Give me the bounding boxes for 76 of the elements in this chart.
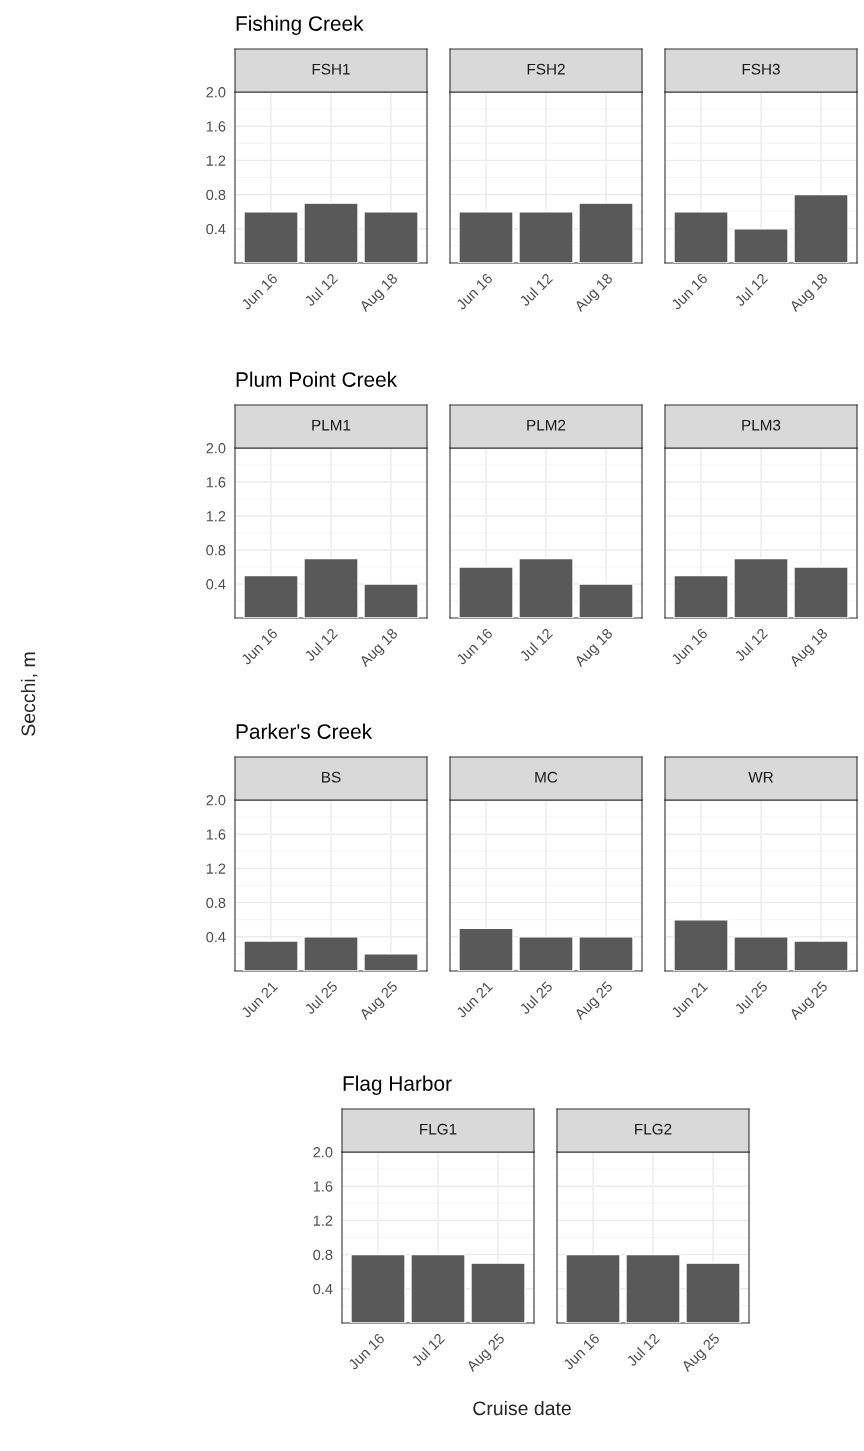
y-axis-title: Secchi, m [20,652,38,736]
chart-subtitle: PLM3 [742,419,781,431]
y-tick-label: 1.6 [206,829,226,840]
x-tick-label: Aug 25 [465,1332,508,1375]
x-tick-label: Jul 12 [733,627,769,662]
x-tick-label: Jun 16 [240,272,279,311]
y-tick-label: 0.8 [206,189,226,201]
chart-subtitle: FSH3 [742,63,780,75]
x-tick-label: Aug 18 [358,272,401,315]
x-tick-label: Aug 18 [573,627,616,670]
chart-subtitle: FSH2 [527,63,565,75]
y-tick-label: 2.0 [206,87,226,98]
x-tick-label: Jun 16 [670,272,709,311]
x-tick-label: Jun 16 [562,1332,601,1371]
x-tick-label: Jun 21 [670,980,709,1019]
x-tick-label: Jul 12 [733,272,769,307]
x-tick-label: Aug 25 [680,1332,723,1375]
y-tick-label: 1.6 [313,1181,333,1192]
y-tick-label: 0.8 [313,1249,333,1261]
x-tick-label: Jun 16 [455,272,494,311]
x-tick-label: Aug 25 [788,980,831,1023]
bar [303,557,359,618]
y-tick-label: 2.0 [206,443,226,454]
y-tick-label: 0.8 [206,897,226,909]
y-tick-label: 0.4 [206,931,226,943]
bar [363,953,419,971]
chart-title: Plum Point Creek [236,371,398,387]
y-tick-label: 1.2 [206,155,226,166]
x-tick-label: Jun 21 [455,980,494,1019]
x-tick-label: Jul 12 [303,272,339,307]
y-tick-label: 0.4 [206,223,226,235]
x-tick-label: Jun 16 [670,627,709,666]
chart-title: Parker's Creek [236,723,373,739]
y-tick-label: 1.2 [206,511,226,522]
bar [243,574,299,618]
x-tick-label: Jun 16 [455,627,494,666]
bar [363,583,419,618]
x-tick-label: Jul 12 [303,627,339,662]
y-tick-label: 0.4 [313,1283,333,1295]
bar [243,940,299,971]
x-tick-label: Jun 21 [240,980,279,1019]
x-tick-label: Jul 12 [625,1332,661,1367]
x-tick-label: Jul 25 [518,980,554,1015]
x-tick-label: Aug 25 [573,980,616,1023]
x-tick-label: Jul 25 [733,980,769,1015]
y-tick-label: 1.6 [206,477,226,488]
chart-subtitle: BS [322,771,341,783]
y-tick-label: 2.0 [206,795,226,806]
x-tick-label: Aug 25 [358,980,401,1023]
y-tick-label: 0.4 [206,579,226,590]
y-tick-label: 0.8 [206,545,226,556]
chart-title: Fishing Creek [236,15,364,35]
x-tick-label: Jun 16 [347,1332,386,1371]
chart-subtitle: MC [535,771,558,783]
y-tick-label: 1.2 [313,1215,333,1226]
chart-subtitle: PLM2 [527,419,566,431]
x-tick-label: Aug 18 [788,272,831,315]
x-axis-title: Cruise date [473,1400,571,1416]
y-tick-label: 1.2 [206,863,226,874]
chart-subtitle: WR [748,771,774,783]
x-tick-label: Jul 12 [518,272,554,307]
chart-subtitle: FLG1 [420,1123,457,1135]
y-tick-label: 2.0 [313,1147,333,1158]
x-tick-label: Jul 12 [410,1332,446,1367]
chart-title: Flag Harbor [343,1075,452,1095]
chart-subtitle: FSH1 [312,63,350,75]
x-tick-label: Jul 25 [303,980,339,1015]
chart-subtitle: FLG2 [635,1123,672,1135]
x-tick-label: Jul 12 [518,627,554,662]
bar [303,936,359,971]
x-tick-label: Aug 18 [358,627,401,670]
x-tick-label: Aug 18 [573,272,616,315]
x-tick-label: Jun 16 [240,627,279,666]
chart-subtitle: PLM1 [312,419,351,431]
y-tick-label: 1.6 [206,121,226,132]
x-tick-label: Aug 18 [788,627,831,670]
